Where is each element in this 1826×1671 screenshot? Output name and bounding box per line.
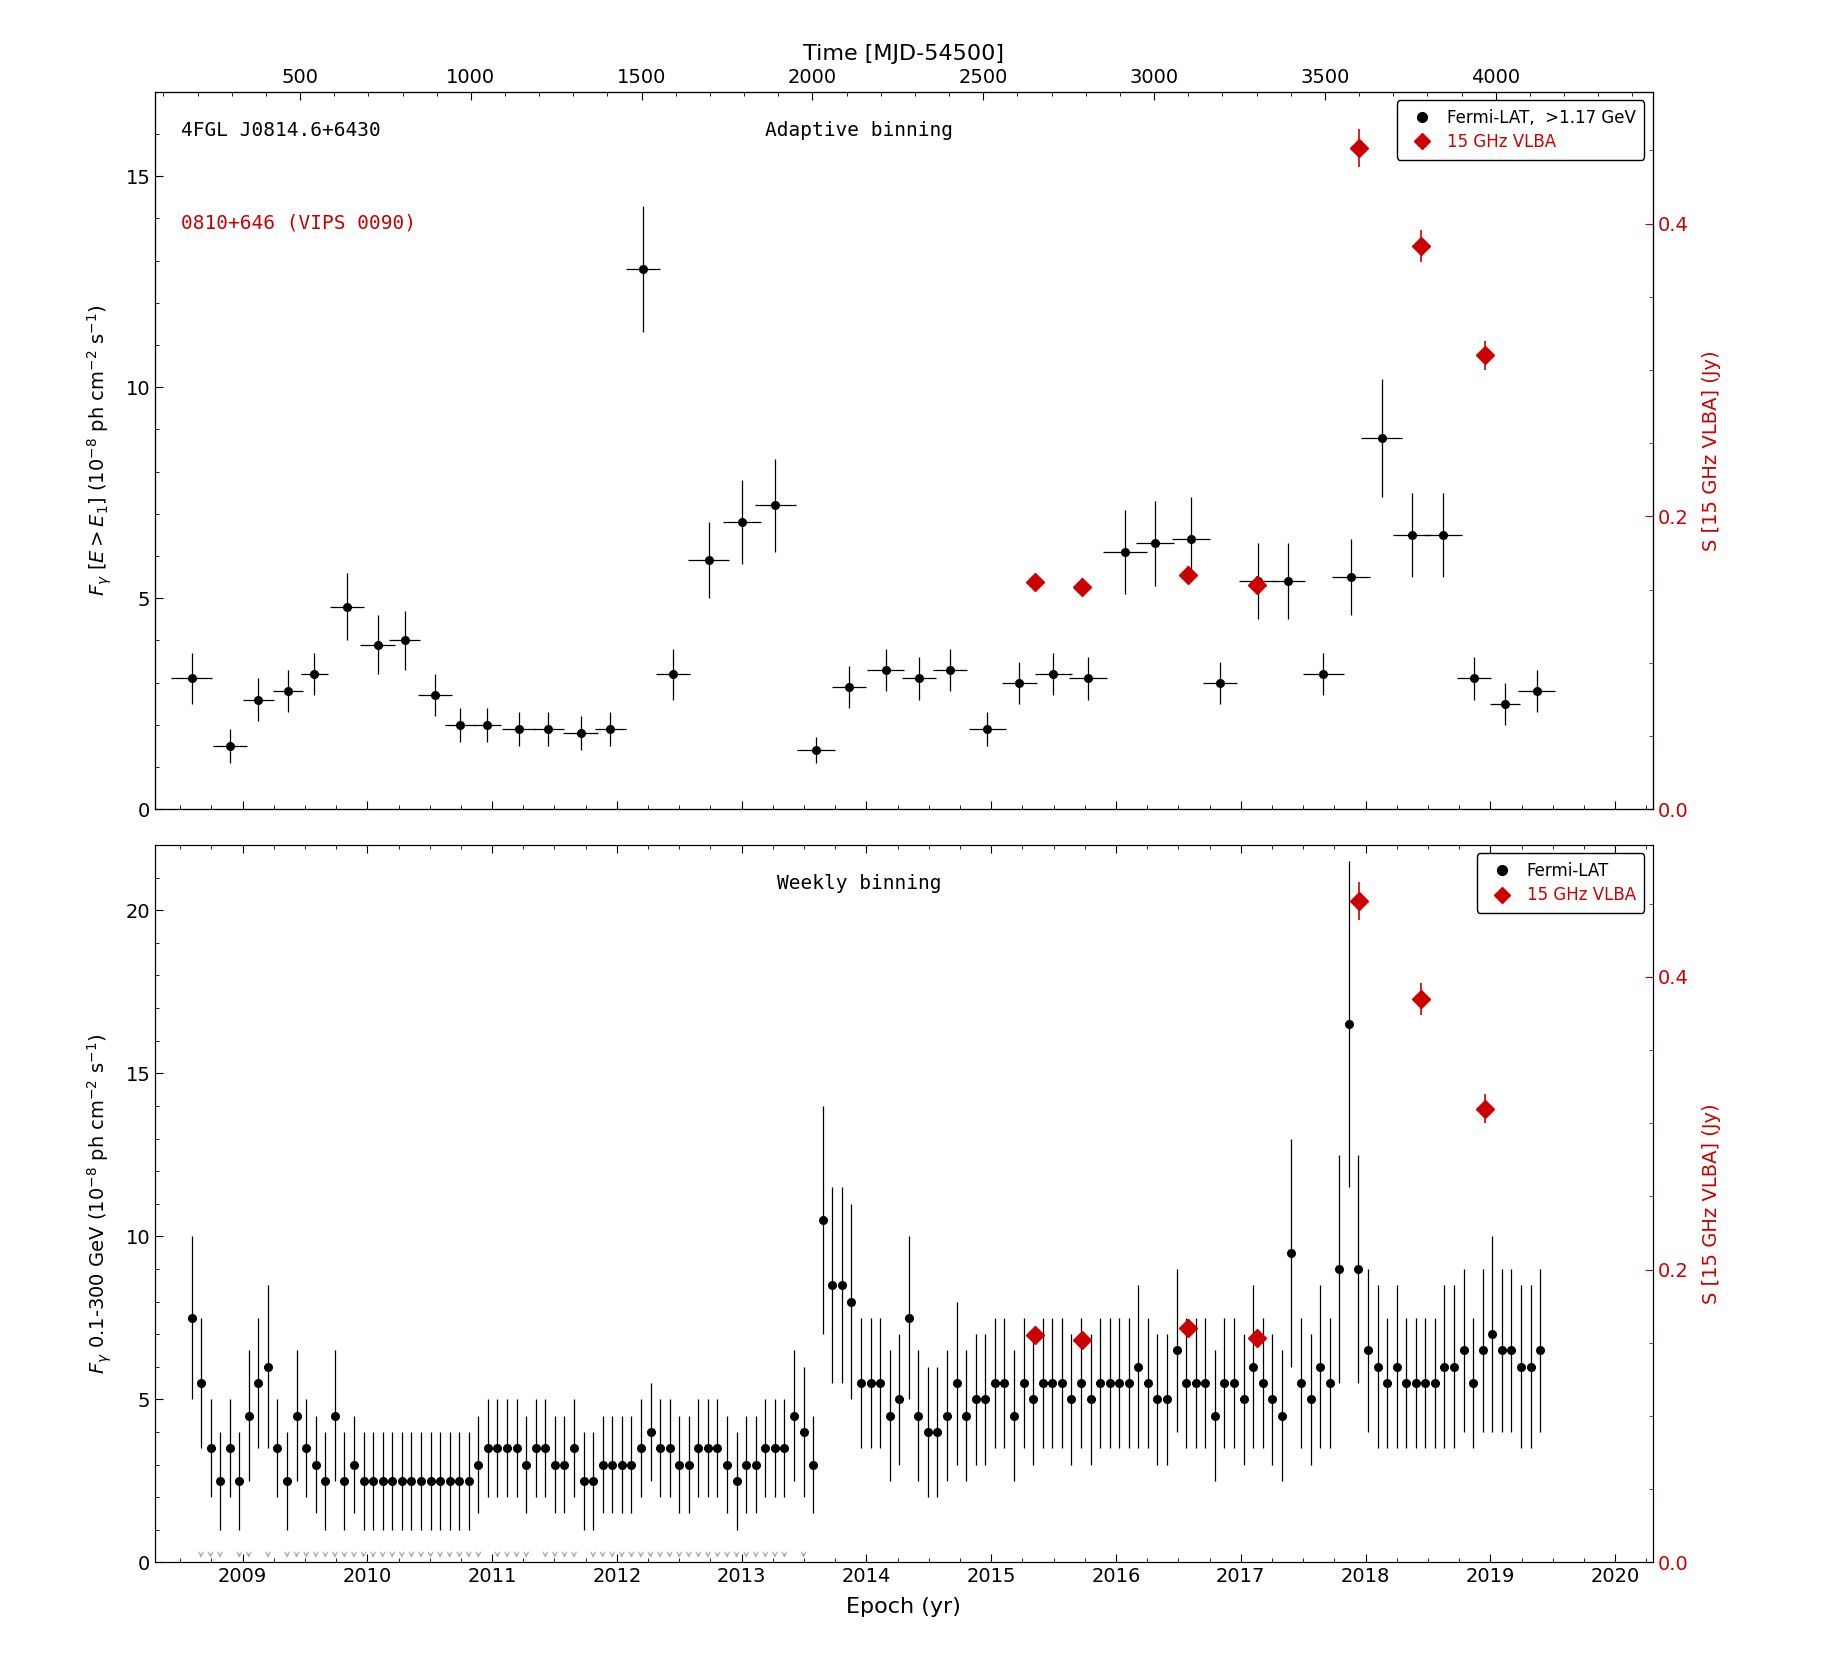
Legend: Fermi-LAT,  >1.17 GeV, 15 GHz VLBA: Fermi-LAT, >1.17 GeV, 15 GHz VLBA (1397, 100, 1643, 159)
Y-axis label: $F_{\gamma}$ 0.1-300 GeV $(10^{-8}$ ph cm$^{-2}$ s$^{-1})$: $F_{\gamma}$ 0.1-300 GeV $(10^{-8}$ ph c… (86, 1034, 115, 1374)
Legend: Fermi-LAT, 15 GHz VLBA: Fermi-LAT, 15 GHz VLBA (1477, 854, 1643, 912)
Y-axis label: S [15 GHz VLBA] (Jy): S [15 GHz VLBA] (Jy) (1702, 351, 1722, 551)
Text: 4FGL J0814.6+6430: 4FGL J0814.6+6430 (181, 120, 380, 140)
Text: Weekly binning: Weekly binning (776, 874, 940, 892)
X-axis label: Time [MJD-54500]: Time [MJD-54500] (803, 43, 1004, 63)
Y-axis label: S [15 GHz VLBA] (Jy): S [15 GHz VLBA] (Jy) (1702, 1103, 1722, 1303)
X-axis label: Epoch (yr): Epoch (yr) (847, 1597, 960, 1618)
Y-axis label: $F_{\gamma}$ $[E{>}E_1]$ $(10^{-8}$ ph cm$^{-2}$ s$^{-1})$: $F_{\gamma}$ $[E{>}E_1]$ $(10^{-8}$ ph c… (86, 304, 115, 597)
Text: Adaptive binning: Adaptive binning (765, 120, 953, 140)
Text: 0810+646 (VIPS 0090): 0810+646 (VIPS 0090) (181, 214, 416, 232)
